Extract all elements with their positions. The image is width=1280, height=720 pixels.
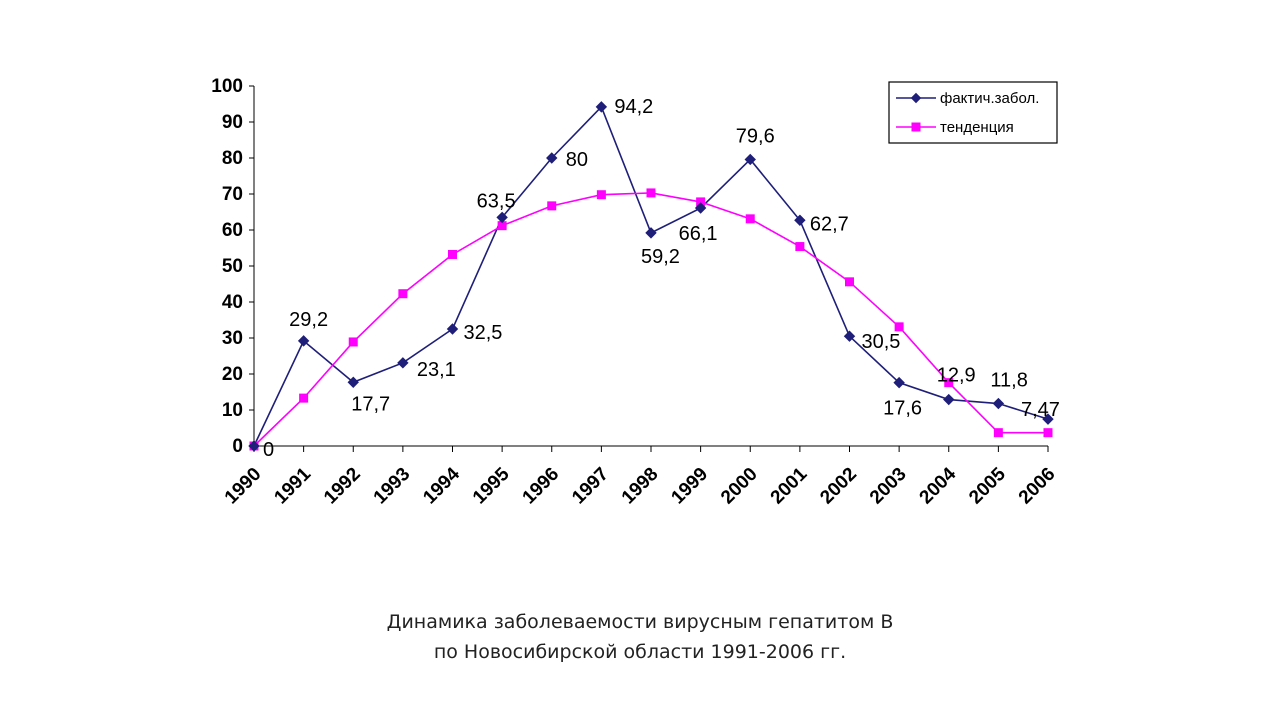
trend-point [646,188,656,198]
legend: фактич.забол. тенденция [888,81,1058,144]
y-tick-label: 30 [222,328,243,349]
trend-point [596,190,606,200]
fact-point [496,211,508,224]
x-tick-label: 1999 [667,464,712,509]
x-tick-label: 1995 [469,463,514,508]
x-tick-label: 1990 [221,464,266,509]
chart-caption-line-1: Динамика заболеваемости вирусным гепатит… [386,611,894,633]
fact-point [992,397,1005,410]
fact-point [645,227,657,239]
data-label: 29,2 [289,309,328,331]
legend-label: фактич.забол. [940,90,1039,107]
data-label: 66,1 [679,223,718,245]
y-tick-label: 80 [222,148,243,169]
trend-point [547,201,557,211]
data-label: 79,6 [736,125,775,147]
data-label: 0 [263,439,274,461]
x-tick-label: 2001 [767,463,812,508]
trend-point [398,289,408,299]
data-label: 12,9 [937,365,976,387]
fact-point [446,323,459,335]
fact-point [893,376,905,389]
trend-point [497,221,507,231]
data-label: 32,5 [464,322,503,344]
legend-label: тенденция [940,119,1014,136]
fact-point [595,101,608,113]
x-tick-label: 2003 [866,464,911,509]
fact-point [694,202,707,214]
fact-point [397,357,409,369]
legend-item: тенденция [896,119,1014,136]
legend-marker [910,92,922,104]
trend-point [944,378,954,388]
trend-point [348,337,358,347]
trend-point [993,428,1003,438]
y-tick-label: 10 [222,400,243,421]
y-tick-label: 50 [222,256,243,277]
y-tick-label: 60 [222,220,243,241]
data-label: 80 [566,149,588,171]
data-label: 62,7 [810,213,849,235]
y-tick-label: 0 [232,436,243,457]
fact-point [843,330,856,342]
y-tick-label: 40 [222,292,243,313]
x-tick-label: 1991 [270,463,315,508]
x-tick-label: 2004 [916,463,961,508]
legend-box [888,81,1058,144]
data-label: 59,2 [641,246,680,268]
x-tick-label: 1997 [568,464,613,509]
x-tick-label: 1993 [370,464,415,509]
fact-point [794,214,806,226]
data-label: 63,5 [477,190,516,212]
x-tick-label: 1994 [419,463,464,508]
trend-point [299,393,309,403]
fact-point [297,335,310,347]
fact-point [546,152,558,164]
x-tick-label: 1996 [519,464,564,509]
y-tick-label: 70 [222,184,243,205]
fact-point [943,393,955,406]
data-label: 23,1 [417,359,456,381]
data-label: 30,5 [862,331,901,353]
chart-caption-line-2: по Новосибирской области 1991-2006 гг. [433,641,847,663]
trend-point [448,249,457,259]
trend-point [745,214,755,224]
fact-point [347,376,359,388]
fact-point [248,440,260,452]
x-tick-label: 1992 [320,464,365,509]
x-tick-label: 1998 [618,464,663,509]
y-tick-label: 100 [211,76,243,97]
trend-point [696,197,706,207]
trend-point [845,277,854,287]
y-tick-label: 90 [222,112,243,133]
trend-point [1043,428,1053,438]
legend-marker [911,122,921,132]
x-tick-label: 2005 [965,463,1010,508]
trend-point [795,242,805,252]
x-tick-label: 2006 [1015,464,1060,509]
x-tick-label: 2002 [816,464,861,509]
data-label: 17,6 [883,398,922,420]
data-label: 94,2 [614,96,653,118]
y-tick-label: 20 [222,364,243,385]
data-label: 7,47 [1021,399,1060,421]
legend-item: фактич.забол. [896,90,1039,107]
data-label: 11,8 [990,370,1027,392]
fact-point [1042,413,1054,425]
trend-point [894,322,904,332]
data-label: 17,7 [351,393,390,415]
fact-point [744,153,756,166]
x-tick-label: 2000 [717,464,762,509]
